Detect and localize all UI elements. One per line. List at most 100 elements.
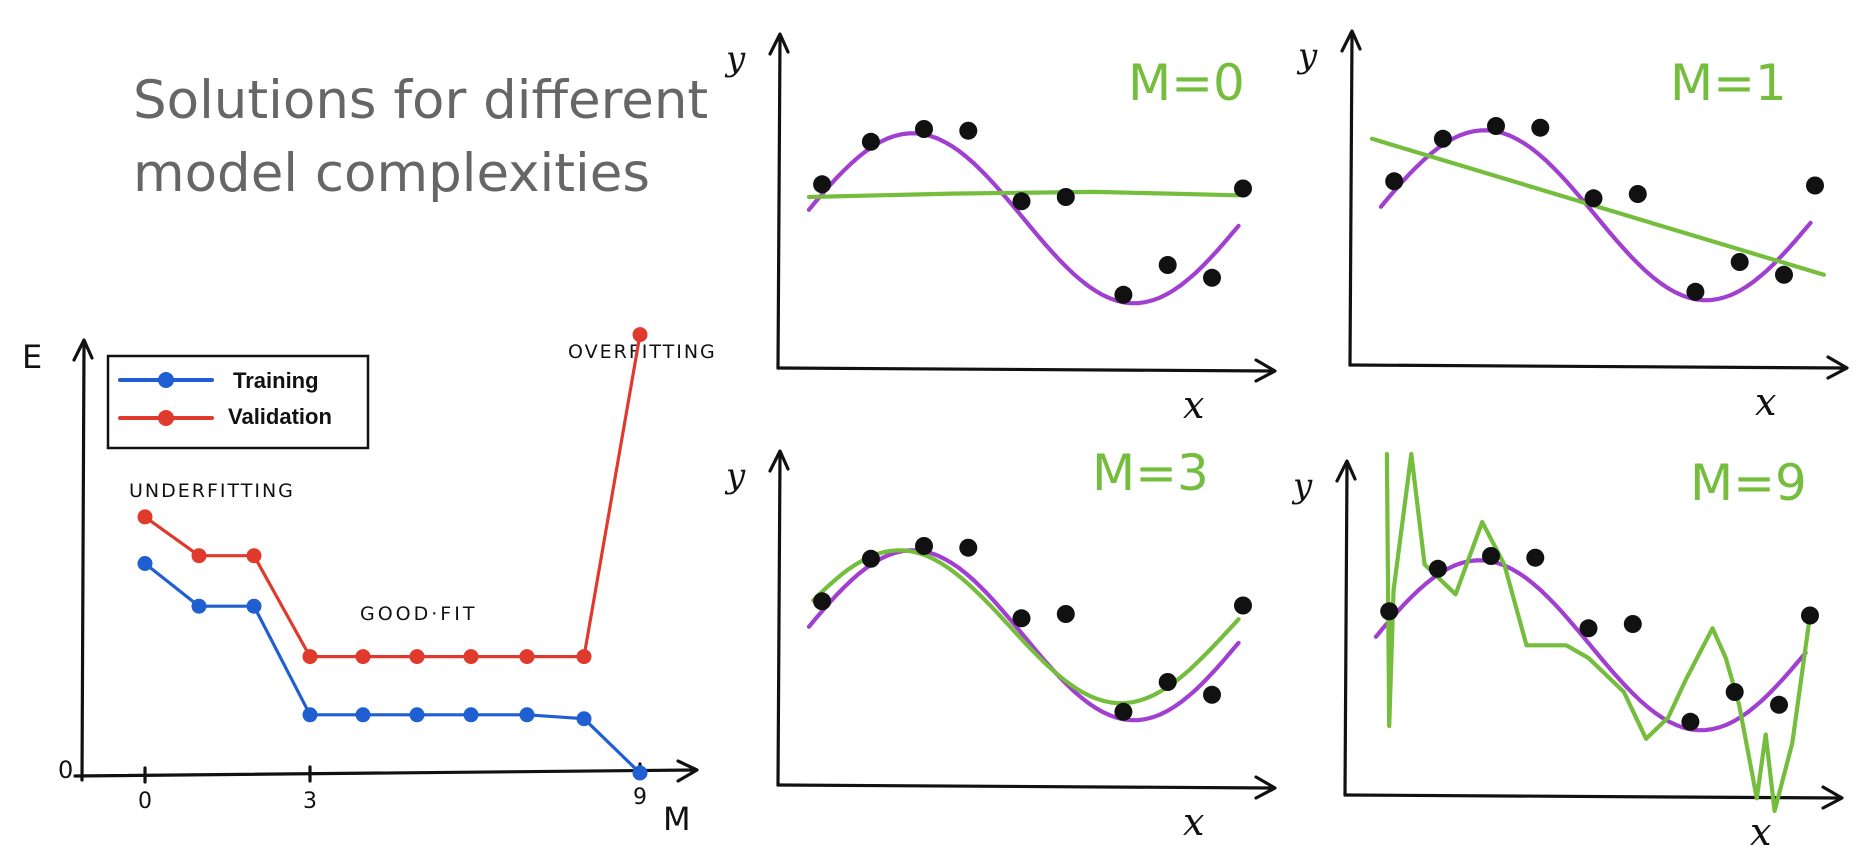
panel-m1-xlabel: x: [1755, 380, 1776, 424]
panel-m9-point-5: [1623, 615, 1642, 633]
panel-m9-x-arrow: [1821, 785, 1844, 810]
panel-m9-point-8: [1770, 695, 1788, 714]
panel-m0-point-4: [1012, 192, 1031, 211]
panel-m9-point-7: [1725, 683, 1744, 701]
panel-m9-point-9: [1801, 606, 1819, 625]
training-point-2: [246, 598, 262, 614]
annotation-underfitting: UNDERFITTING: [129, 480, 295, 502]
panel-m0-point-0: [813, 175, 832, 194]
panel-m0-y-axis: [776, 36, 782, 370]
panel-m0-point-3: [959, 121, 978, 140]
validation-point-3: [302, 649, 318, 665]
panel-m9-y-arrow: [1335, 459, 1357, 483]
panel-m0-point-7: [1158, 256, 1177, 274]
error-chart-ylabel: E: [22, 338, 42, 376]
panel-m9-point-0: [1380, 602, 1399, 621]
title-line-1: Solutions for different: [133, 70, 709, 131]
panel-m3-point-1: [861, 549, 880, 568]
slide-title: Solutions for different model complexiti…: [133, 64, 708, 210]
panel-m1-y-arrow: [1340, 29, 1362, 53]
panel-m1-true-curve: [1378, 128, 1813, 303]
training-point-1: [191, 598, 207, 614]
panel-m9-true-curve: [1373, 558, 1808, 733]
panel-m0-point-5: [1056, 188, 1075, 206]
validation-point-1: [191, 548, 207, 564]
panel-m3-point-0: [813, 592, 832, 611]
panel-m1-point-8: [1775, 265, 1793, 284]
fit-panel-m1: y x M=1: [1296, 29, 1849, 424]
error-chart-y-arrow: [72, 338, 94, 362]
annotation-overfitting: OVERFITTING: [568, 341, 717, 363]
panel-m9-fit-curve: [1384, 451, 1813, 814]
training-point-5: [409, 707, 425, 723]
panel-m3-point-4: [1012, 609, 1031, 628]
panel-m3-x-axis: [776, 783, 1275, 790]
panel-m3-point-8: [1203, 685, 1221, 704]
panel-m3-x-arrow: [1254, 775, 1277, 800]
panel-m3-point-5: [1056, 605, 1075, 623]
panel-m9-xlabel: x: [1750, 810, 1771, 851]
validation-point-4: [355, 649, 371, 665]
panel-m1-point-3: [1531, 118, 1550, 137]
panel-m1-point-1: [1433, 129, 1452, 148]
panel-m3-ylabel: y: [724, 456, 746, 496]
x-tick-label-3: 3: [303, 789, 317, 814]
error-series-group: [137, 327, 648, 781]
training-point-6: [463, 707, 479, 723]
error-chart-y-axis: [80, 343, 86, 782]
training-point-0: [137, 556, 153, 571]
error-chart-xlabel: M: [663, 800, 691, 838]
panel-m1-point-7: [1730, 253, 1749, 271]
annotation-good-fit: GOOD·FIT: [360, 603, 477, 625]
validation-point-0: [137, 509, 153, 525]
panel-m0-title: M=0: [1128, 54, 1245, 112]
x-tick-label-9: 9: [633, 785, 647, 810]
panel-m0-x-arrow: [1254, 358, 1277, 383]
error-vs-complexity-chart: E 0 M 0 3 9 UNDERFITTING GOOD·FIT OVERFI…: [22, 327, 717, 838]
fit-panel-m0: y x M=0: [724, 32, 1277, 427]
panel-m0-point-1: [861, 132, 880, 151]
panel-m9-y-axis: [1343, 463, 1349, 797]
panel-m0-true-curve: [806, 131, 1241, 306]
legend-validation-label: Validation: [228, 404, 332, 429]
panel-m0-point-8: [1203, 268, 1221, 287]
panel-m3-y-arrow: [768, 449, 790, 473]
panel-m1-y-axis: [1348, 33, 1354, 367]
panel-m1-x-axis: [1348, 363, 1847, 370]
panel-m3-point-7: [1158, 673, 1177, 691]
panel-m3-point-2: [915, 537, 933, 555]
panel-m3-true-curve: [806, 548, 1241, 723]
legend-validation-marker: [158, 410, 174, 426]
training-point-7: [519, 707, 535, 723]
legend-box: [106, 354, 370, 450]
legend-training-marker: [158, 372, 174, 388]
panel-m0-point-2: [915, 120, 933, 138]
training-point-9: [632, 765, 648, 781]
training-point-8: [576, 711, 592, 727]
legend: Training Validation: [106, 354, 370, 450]
panel-m9-point-3: [1526, 548, 1545, 567]
validation-point-6: [463, 649, 479, 665]
validation-line: [143, 333, 642, 659]
panel-m1-point-6: [1686, 282, 1705, 301]
training-point-3: [302, 707, 318, 723]
panel-m0-xlabel: x: [1183, 383, 1204, 427]
validation-point-9: [632, 327, 648, 343]
panel-m3-title: M=3: [1092, 444, 1209, 502]
panel-m0-ylabel: y: [724, 39, 746, 79]
panel-m1-point-4: [1584, 189, 1603, 208]
panel-m9-title: M=9: [1690, 454, 1807, 512]
fit-panel-m3: y x M=3: [724, 444, 1277, 844]
panel-m3-point-9: [1234, 596, 1252, 615]
panel-m9-point-1: [1428, 559, 1447, 578]
panel-m1-point-5: [1628, 185, 1647, 203]
validation-point-2: [246, 548, 262, 564]
panel-m3-y-axis: [776, 453, 782, 787]
validation-point-7: [519, 649, 535, 665]
panel-m9-x-axis: [1343, 793, 1842, 800]
title-line-2: model complexities: [133, 143, 650, 204]
training-line: [143, 561, 642, 775]
validation-point-8: [576, 649, 592, 665]
error-chart-x-axis: [73, 768, 697, 778]
